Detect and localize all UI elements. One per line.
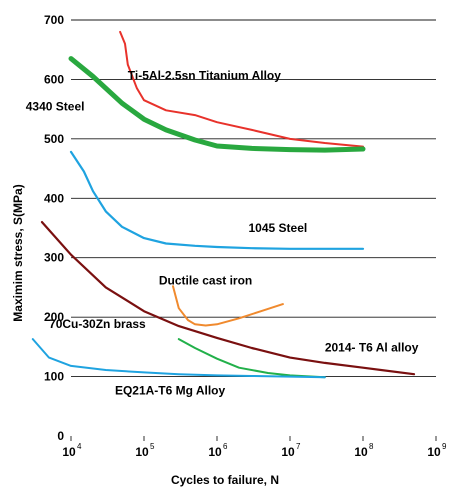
x-tick-exponent: 4 [77, 442, 82, 451]
series-line-2014-t6-al-alloy [177, 338, 326, 379]
y-tick-label: 100 [44, 370, 64, 384]
y-axis: 0 100 200 300 400 500 600 700 [44, 13, 64, 443]
y-axis-label: Maximim stress, S(MPa) [11, 184, 25, 321]
x-tick-label: 10 5 [135, 442, 155, 459]
y-tick-label: 200 [44, 310, 64, 324]
y-tick-label: 0 [57, 429, 64, 443]
curve-label-1045-steel: 1045 Steel [248, 221, 307, 235]
x-axis-label: Cycles to failure, N [171, 473, 279, 487]
y-tick-label: 300 [44, 251, 64, 265]
x-tick-base: 10 [62, 445, 76, 459]
series-line-70cu-30zn-brass [40, 221, 416, 376]
x-tick-base: 10 [354, 445, 368, 459]
x-tick-exponent: 5 [150, 442, 155, 451]
series-line-4340-steel [68, 56, 366, 153]
series-line-1045-steel [69, 150, 365, 250]
y-tick-label: 700 [44, 13, 64, 27]
x-tick-exponent: 7 [296, 442, 301, 451]
curve-labels: Ti-5Al-2.5sn Titanium Alloy 4340 Steel 104… [26, 68, 419, 397]
x-tick-base: 10 [135, 445, 149, 459]
x-tick-exponent: 9 [442, 442, 447, 451]
x-tick-exponent: 8 [369, 442, 374, 451]
x-tick-base: 10 [281, 445, 295, 459]
curve-label-70cu-30zn-brass: 70Cu-30Zn brass [49, 317, 146, 331]
x-tick-label: 10 9 [427, 442, 447, 459]
x-tick-label: 10 4 [62, 442, 82, 459]
curve-label-eq21a-t6-mg-alloy: EQ21A-T6 Mg Alloy [115, 383, 226, 397]
curve-label-ti-5al-2-5sn-titanium-alloy: Ti-5Al-2.5sn Titanium Alloy [128, 68, 281, 82]
x-tick-label: 10 6 [208, 442, 228, 459]
series-line-ti-5al-2-5sn-titanium-alloy [119, 30, 364, 148]
grid-lines [71, 19, 436, 378]
x-axis: 10 4 10 5 10 6 10 7 10 8 10 9 [62, 436, 447, 459]
y-tick-label: 500 [44, 132, 64, 146]
series-line-eq21a-t6-mg-alloy [31, 338, 326, 379]
x-tick-base: 10 [208, 445, 222, 459]
curve-label-ductile-cast-iron: Ductile cast iron [159, 273, 252, 287]
curve-label-2014-t6-al-alloy: 2014- T6 Al alloy [325, 341, 419, 355]
y-tick-label: 600 [44, 72, 64, 86]
x-tick-base: 10 [427, 445, 441, 459]
series-line-ductile-cast-iron [172, 285, 284, 327]
x-tick-exponent: 6 [223, 442, 228, 451]
x-tick-label: 10 8 [354, 442, 374, 459]
series-lines [31, 30, 416, 379]
x-tick-label: 10 7 [281, 442, 301, 459]
y-tick-label: 400 [44, 191, 64, 205]
curve-label-4340-steel: 4340 Steel [26, 99, 85, 113]
